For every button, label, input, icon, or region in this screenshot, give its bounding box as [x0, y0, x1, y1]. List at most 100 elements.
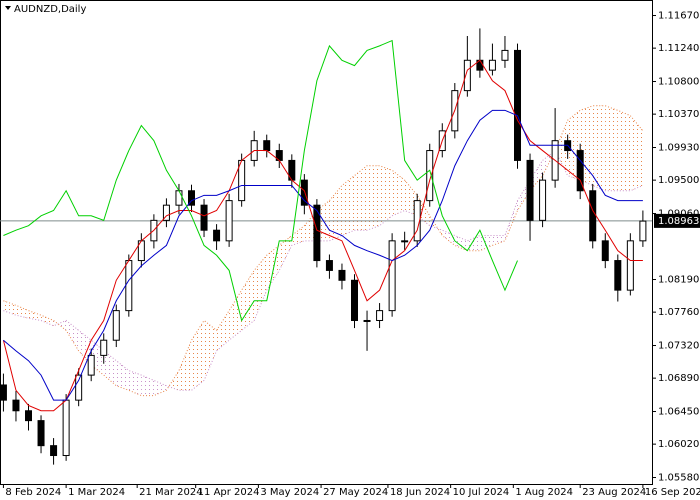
candle-body	[313, 204, 321, 262]
cloud-segment	[254, 255, 267, 321]
candle-body	[62, 399, 70, 457]
cloud-segment	[191, 320, 205, 391]
candle-body	[626, 240, 634, 291]
candle-body	[501, 49, 509, 61]
candle-body	[175, 190, 183, 206]
cloud-segment	[454, 235, 468, 251]
y-tick-label: 1.11670	[658, 11, 699, 22]
x-tick-label: 1 Aug 2024	[515, 487, 573, 498]
y-tick-label: 1.06890	[658, 373, 699, 384]
candle-body	[413, 200, 421, 242]
cloud-segment	[53, 320, 67, 331]
indicator-line	[3, 109, 643, 401]
y-tick-label: 1.06450	[658, 407, 699, 418]
candle-body	[112, 310, 120, 341]
candle-body	[263, 140, 271, 152]
current-price-label: 1.08963	[658, 216, 699, 227]
candle-body	[225, 200, 233, 242]
cloud-segment	[429, 215, 443, 236]
candle-body	[37, 420, 45, 447]
candle-body	[363, 319, 371, 322]
candle-body	[162, 204, 170, 221]
cloud-segment	[178, 340, 192, 391]
chart-title: AUDNZD,Daily	[14, 4, 86, 15]
cloud-segment	[291, 225, 305, 246]
candle-body	[388, 240, 396, 312]
y-tick-label: 1.06020	[658, 439, 699, 450]
x-tick-label: 23 Aug 2024	[582, 487, 646, 498]
x-tick-label: 10 Jul 2024	[453, 487, 510, 498]
span-b-line	[3, 149, 644, 391]
candle-body	[488, 59, 496, 71]
span-a-line	[3, 105, 644, 397]
candle-body	[514, 49, 522, 161]
cloud-segment	[442, 230, 455, 246]
candle-body	[351, 279, 359, 321]
x-tick-label: 27 May 2024	[323, 487, 388, 498]
indicator-line	[3, 39, 518, 322]
candle-body	[401, 240, 409, 243]
cloud-segment	[605, 105, 618, 191]
current-price-box	[654, 213, 700, 228]
candle-body	[200, 204, 208, 231]
cloud-segment	[479, 235, 493, 251]
cloud-segment	[367, 165, 380, 231]
cloud-segment	[555, 120, 568, 176]
cloud-segment	[141, 375, 154, 396]
candle-body	[426, 150, 434, 202]
candle-body	[463, 59, 471, 92]
cloud-segment	[279, 235, 292, 271]
candle-body	[576, 150, 584, 192]
candle-body	[376, 310, 384, 321]
candle-body	[125, 260, 133, 312]
y-tick-label: 1.10800	[658, 77, 699, 88]
candle-body	[589, 190, 597, 242]
plot-frame	[0, 0, 653, 485]
x-tick-label: 18 Jun 2024	[390, 487, 450, 498]
y-tick-label: 1.09500	[658, 175, 699, 186]
y-tick-label: 1.08190	[658, 275, 699, 286]
cloud-segment	[15, 305, 29, 319]
candle-body	[0, 384, 7, 401]
y-tick-label: 1.10370	[658, 109, 699, 120]
candle-body	[539, 179, 547, 221]
candle-body	[526, 159, 534, 221]
candle-body	[12, 399, 20, 412]
cloud-segment	[392, 170, 405, 216]
cloud-segment	[216, 310, 230, 351]
x-tick-label: 8 Feb 2024	[5, 487, 61, 498]
cloud-segment	[630, 115, 643, 191]
x-tick-label: 16 Sep 2024	[645, 487, 700, 498]
cloud-segment	[467, 235, 480, 251]
cloud-segment	[379, 165, 393, 226]
cloud-segment	[103, 350, 117, 386]
x-tick-label: 21 Mar 2024	[139, 487, 202, 498]
candle-body	[601, 240, 609, 262]
candle-body	[50, 445, 58, 457]
candle-body	[87, 354, 95, 376]
candle-body	[300, 179, 308, 206]
cloud-segment	[204, 320, 217, 381]
candle-body	[338, 269, 346, 281]
candle-body	[188, 190, 196, 206]
candle-body	[213, 229, 221, 242]
y-tick-label: 1.07320	[658, 341, 699, 352]
cloud-segment	[492, 235, 505, 246]
candle-body	[614, 260, 622, 291]
cloud-segment	[41, 315, 54, 326]
menu-triangle	[5, 6, 11, 10]
x-tick-label: 11 Apr 2024	[198, 487, 260, 498]
candle-body	[325, 260, 333, 271]
plot	[0, 28, 652, 465]
candle-body	[75, 374, 83, 401]
cloud-segment	[28, 310, 42, 321]
cloud-segment	[153, 380, 167, 396]
cloud-segment	[329, 185, 342, 241]
x-tick-label: 3 May 2024	[260, 487, 319, 498]
y-tick-label: 1.09930	[658, 143, 699, 154]
cloud-segment	[229, 290, 242, 341]
y-tick-label: 1.11240	[658, 43, 699, 54]
cloud-segment	[116, 360, 129, 391]
cloud-segment	[617, 110, 631, 191]
